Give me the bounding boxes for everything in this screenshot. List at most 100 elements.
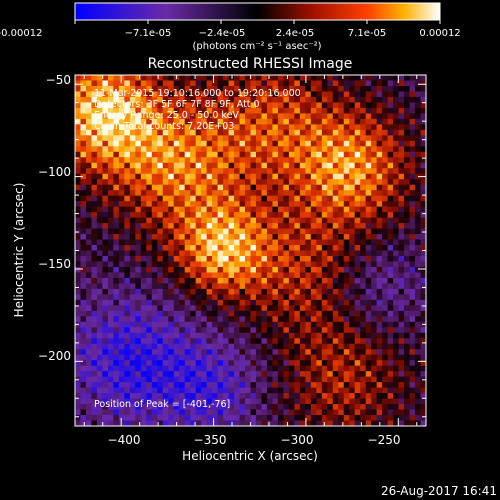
heatmap-cell (124, 80, 131, 87)
heatmap-cell (124, 146, 131, 153)
heatmap-cell (140, 223, 147, 229)
heatmap-cell (338, 107, 345, 114)
heatmap-cell (228, 393, 235, 399)
heatmap-cell (107, 228, 114, 235)
heatmap-cell (332, 354, 339, 361)
heatmap-cell (212, 80, 218, 87)
heatmap-cell (102, 288, 109, 295)
heatmap-cell (140, 404, 147, 410)
heatmap-cell (124, 316, 131, 323)
heatmap-cell (135, 195, 142, 202)
heatmap-cell (360, 212, 367, 218)
heatmap-cell (135, 371, 142, 378)
heatmap-cell (338, 168, 345, 175)
heatmap-cell (393, 387, 399, 394)
heatmap-cell (157, 245, 164, 251)
heatmap-cell (294, 250, 301, 257)
heatmap-cell (415, 310, 421, 317)
heatmap-cell (404, 245, 410, 251)
heatmap-cell (261, 239, 268, 246)
heatmap-cell (371, 245, 378, 251)
heatmap-cell (129, 102, 136, 109)
heatmap-cell (288, 338, 295, 345)
heatmap-cell (228, 201, 235, 208)
heatmap-cell (327, 212, 334, 218)
heatmap-cell (321, 190, 328, 197)
heatmap-cell (305, 206, 312, 213)
heatmap-cell (124, 173, 131, 180)
heatmap-cell (146, 151, 153, 158)
heatmap-cell (135, 234, 142, 240)
heatmap-cell (305, 415, 312, 421)
heatmap-cell (288, 354, 295, 361)
heatmap-cell (223, 201, 229, 208)
heatmap-cell (310, 327, 317, 334)
heatmap-cell (245, 316, 251, 323)
heatmap-cell (343, 113, 350, 120)
heatmap-cell (360, 118, 367, 125)
heatmap-cell (420, 135, 426, 142)
heatmap-cell (255, 190, 262, 197)
heatmap-cell (184, 415, 191, 421)
heatmap-cell (332, 146, 339, 153)
heatmap-cell (404, 299, 410, 306)
heatmap-cell (184, 91, 191, 98)
heatmap-cell (283, 157, 290, 164)
heatmap-cell (168, 332, 175, 339)
heatmap-cell (354, 382, 361, 389)
heatmap-cell (239, 157, 246, 164)
heatmap-cell (404, 107, 410, 114)
heatmap-cell (228, 146, 235, 153)
heatmap-cell (299, 332, 306, 339)
heatmap-cell (327, 327, 334, 334)
heatmap-cell (272, 277, 279, 284)
heatmap-cell (151, 393, 158, 399)
heatmap-cell (299, 316, 306, 323)
heatmap-cell (294, 151, 301, 158)
heatmap-cell (118, 255, 125, 262)
heatmap-cell (212, 223, 218, 229)
heatmap-cell (195, 168, 202, 175)
heatmap-cell (184, 349, 191, 356)
heatmap-cell (365, 162, 372, 169)
heatmap-cell (234, 113, 240, 120)
heatmap-cell (365, 332, 372, 339)
heatmap-cell (310, 404, 317, 410)
heatmap-cell (294, 140, 301, 147)
heatmap-cell (360, 195, 367, 202)
heatmap-cell (349, 245, 356, 251)
heatmap-cell (371, 415, 378, 421)
heatmap-cell (371, 321, 378, 328)
heatmap-cell (85, 409, 92, 416)
heatmap-cell (190, 409, 197, 416)
heatmap-cell (365, 113, 372, 120)
heatmap-cell (75, 261, 81, 268)
heatmap-cell (201, 217, 208, 224)
heatmap-cell (85, 239, 92, 246)
heatmap-cell (179, 206, 186, 213)
heatmap-cell (91, 239, 98, 246)
heatmap-cell (129, 382, 136, 389)
heatmap-cell (173, 398, 180, 405)
heatmap-cell (316, 360, 323, 367)
heatmap-cell (195, 162, 202, 169)
heatmap-cell (239, 201, 246, 208)
heatmap-cell (283, 173, 290, 180)
heatmap-cell (162, 387, 169, 394)
heatmap-cell (250, 310, 257, 317)
heatmap-cell (140, 135, 147, 142)
heatmap-cell (338, 387, 345, 394)
heatmap-cell (354, 80, 361, 87)
heatmap-cell (173, 365, 180, 372)
heatmap-cell (283, 75, 290, 81)
heatmap-cell (393, 415, 399, 421)
heatmap-cell (234, 365, 240, 372)
heatmap-cell (255, 107, 262, 114)
heatmap-cell (349, 387, 356, 394)
heatmap-cell (305, 234, 312, 240)
heatmap-cell (338, 420, 345, 426)
heatmap-cell (223, 371, 229, 378)
heatmap-cell (382, 85, 389, 92)
heatmap-cell (80, 102, 87, 109)
heatmap-cell (338, 250, 345, 257)
